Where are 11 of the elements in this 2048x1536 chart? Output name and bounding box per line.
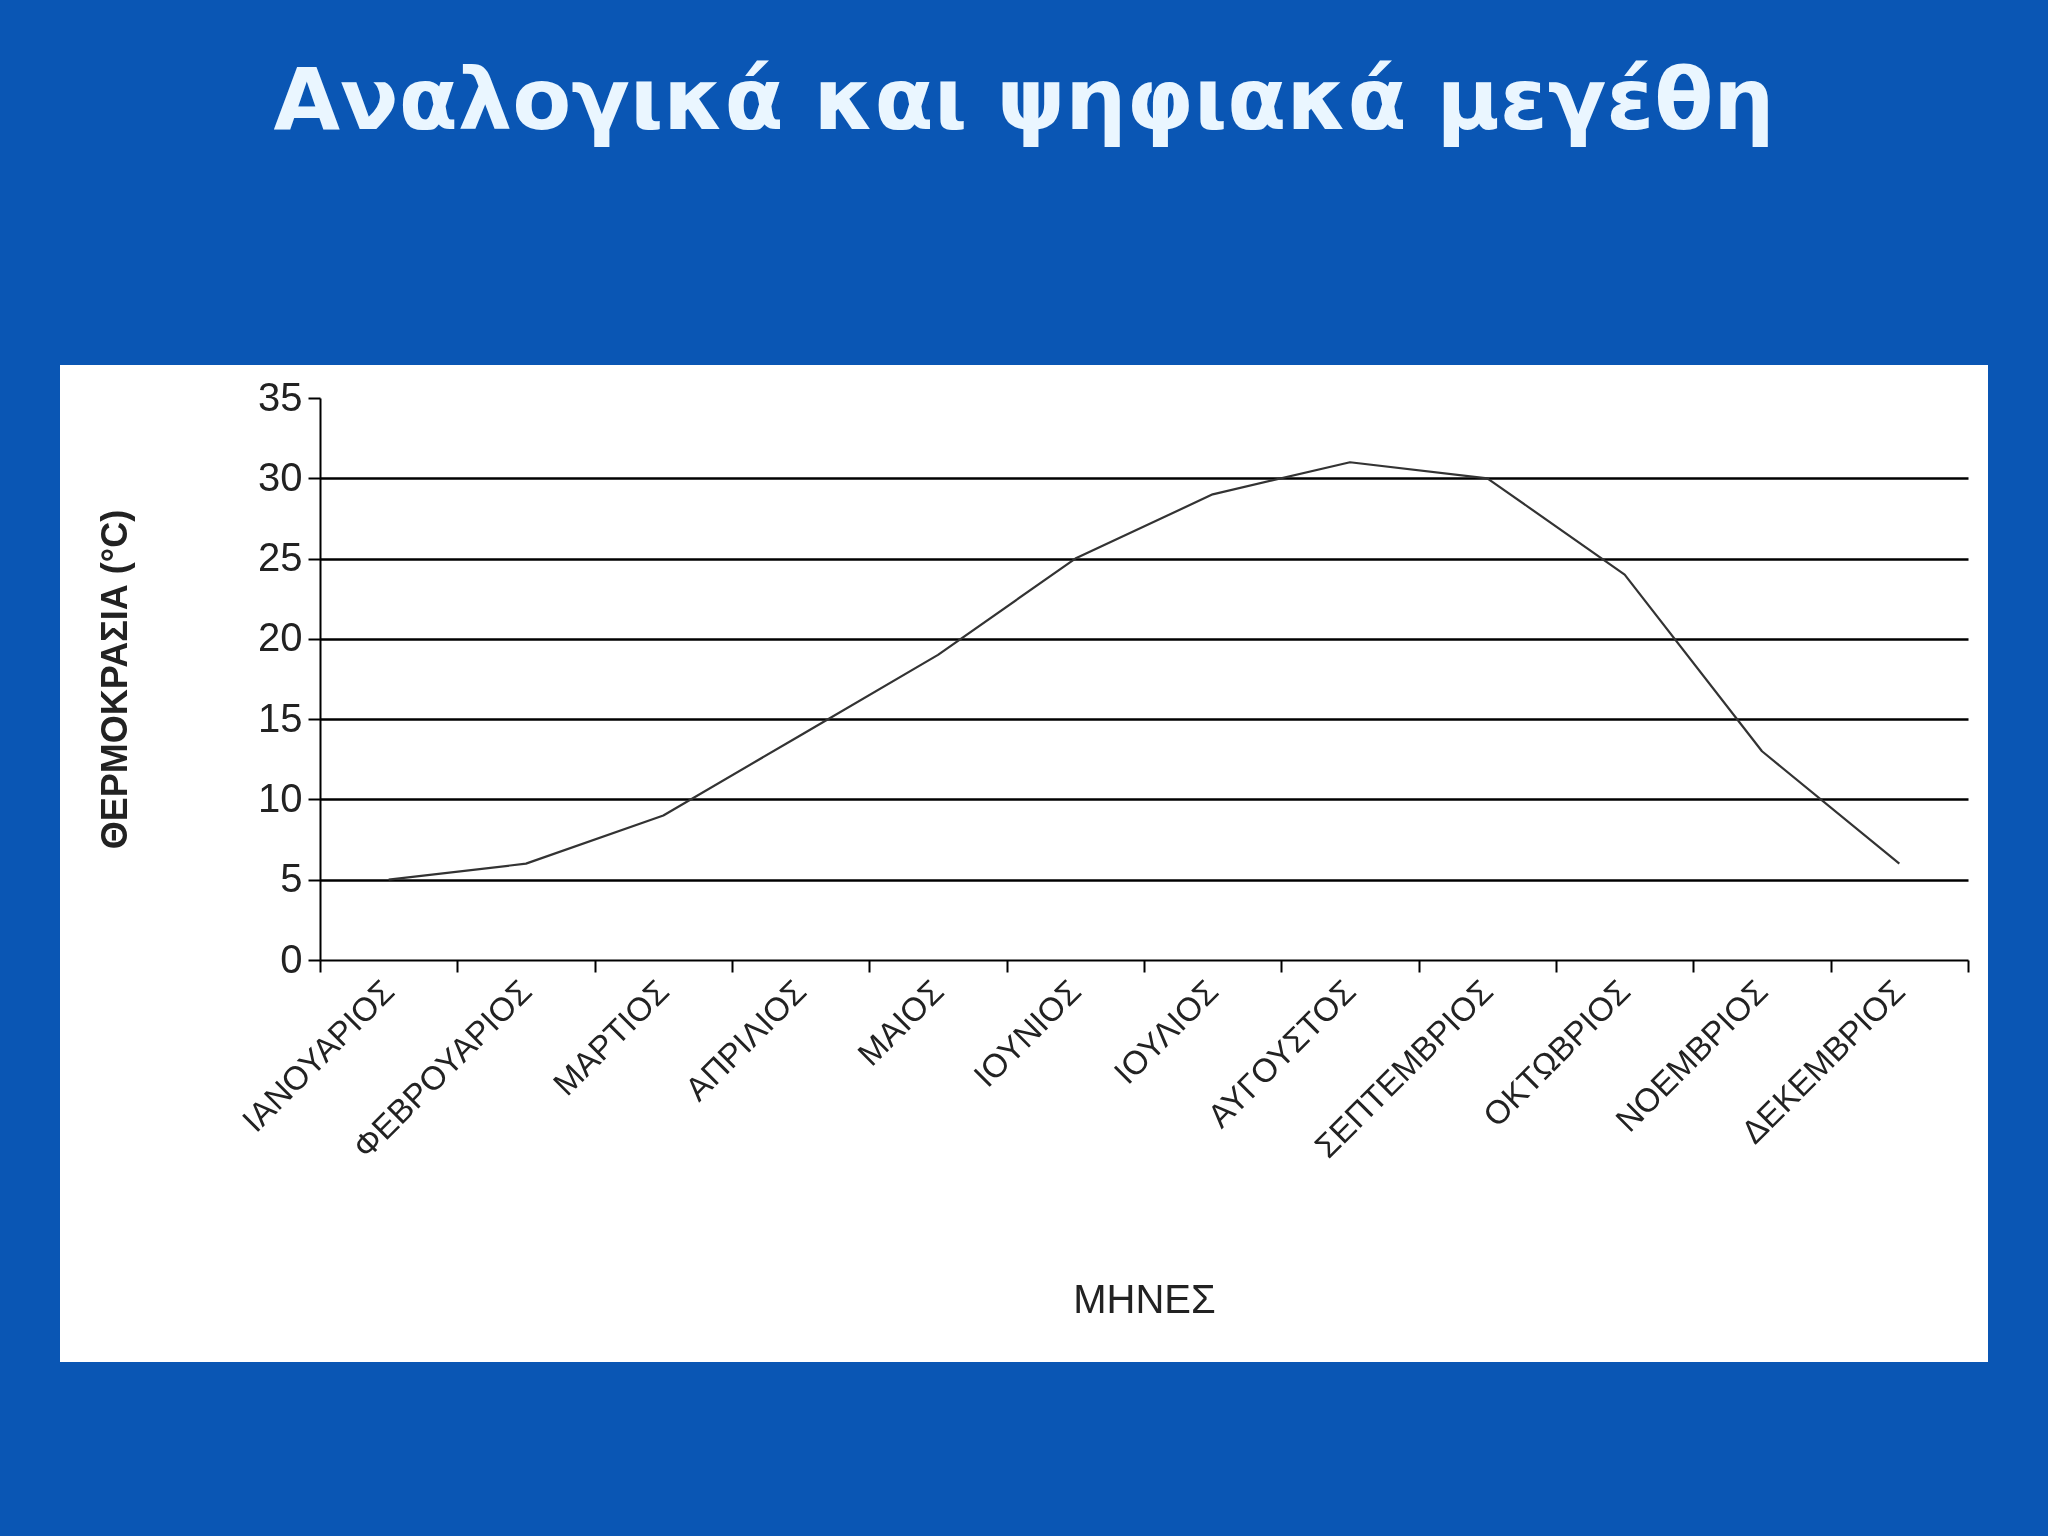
y-tick-label: 5 — [280, 856, 303, 901]
y-tick-label: 35 — [258, 374, 303, 419]
y-tick-label: 15 — [258, 695, 303, 740]
y-axis-title: ΘΕΡΜΟΚΡΑΣΙΑ (°C) — [93, 509, 135, 850]
x-axis-title: ΜΗΝΕΣ — [1073, 1276, 1216, 1321]
y-tick-label: 30 — [258, 454, 303, 499]
y-tick-label: 20 — [258, 615, 303, 660]
y-tick-label: 0 — [280, 936, 303, 981]
y-tick-label: 25 — [258, 535, 303, 580]
chart-title: Αναλογικά και ψηφιακά μεγέθη — [273, 49, 1775, 149]
y-tick-label: 10 — [258, 775, 303, 820]
